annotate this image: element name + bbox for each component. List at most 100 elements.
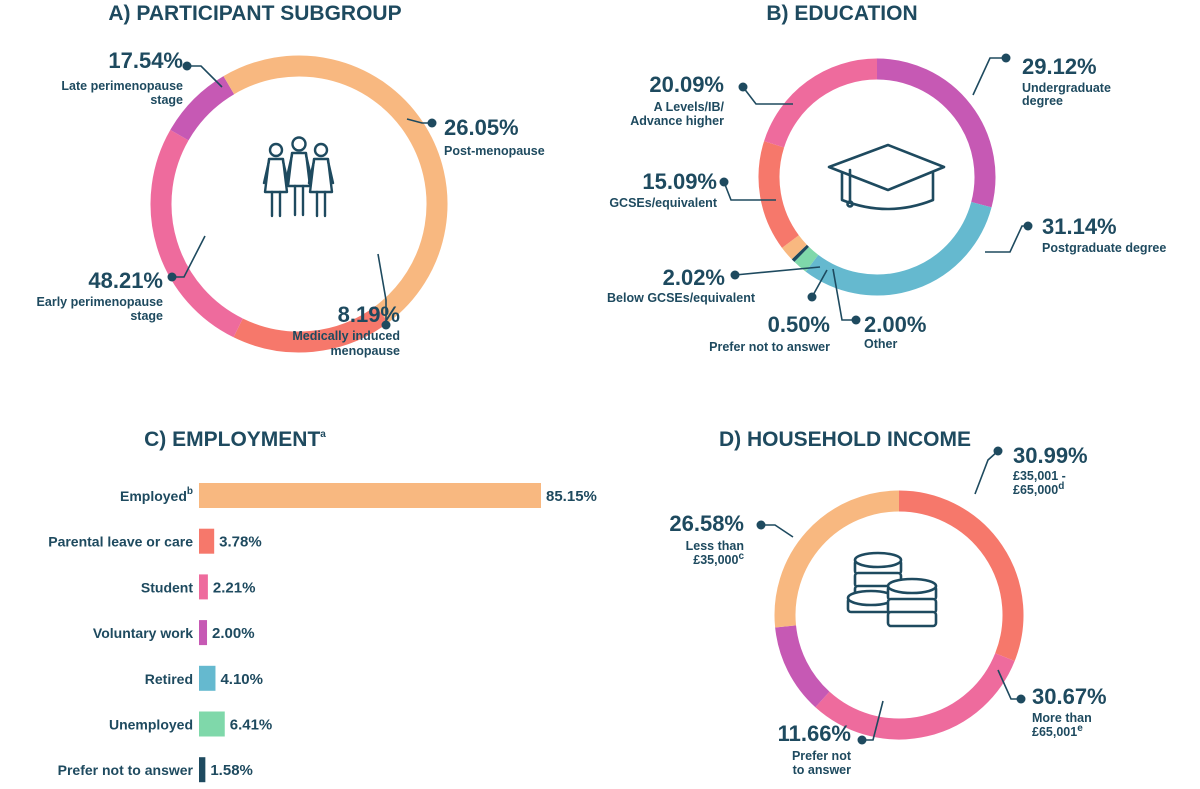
employment-label-parental: Parental leave or care — [48, 534, 193, 550]
education-leader-other — [832, 268, 856, 321]
participant-leader-medical — [377, 253, 387, 325]
education-label-postgrad: Postgraduate degree — [1042, 241, 1166, 255]
income-labels: 30.99%£35,001 -£65,000d 30.67% More than£6… — [669, 443, 1106, 777]
panel-participant-subgroup: A) PARTICIPANT SUBGROUP 17.54%L — [37, 2, 545, 358]
participant-label-medical: menopause — [331, 344, 401, 358]
participant-value-late: 17.54% — [108, 48, 183, 73]
income-value-prefer: 11.66% — [778, 721, 851, 746]
participant-slice-late — [233, 305, 389, 353]
education-label-alevels: Advance higher — [630, 114, 724, 128]
panel-employment: C) EMPLOYMENTa Employedb 85.15% Parental l… — [48, 428, 597, 783]
income-label-low: £35,000c — [693, 551, 744, 567]
income-slice-low — [774, 490, 900, 628]
education-label-other: Other — [864, 337, 897, 351]
education-leader-dot-alevels — [738, 82, 748, 92]
participant-leader-dot-post — [427, 118, 437, 128]
participant-value-post: 26.05% — [444, 115, 519, 140]
participant-ring — [150, 55, 448, 353]
income-leader-dot-prefer — [857, 735, 867, 745]
education-leader-dot-undergrad — [1001, 53, 1011, 63]
participant-slice-post — [150, 129, 243, 338]
education-slice-prefer — [791, 244, 810, 262]
education-value-undergrad: 29.12% — [1022, 54, 1097, 79]
education-leader-dot-gcse — [719, 177, 729, 187]
income-label-high: £65,001e — [1032, 723, 1083, 739]
employment-value-prefer: 1.58% — [210, 762, 253, 779]
income-label-mid: £35,001 - — [1013, 469, 1066, 483]
education-leader-undergrad — [972, 57, 1006, 96]
employment-bar-retired — [199, 665, 216, 691]
participant-label-early: stage — [130, 309, 163, 323]
employment-bar-unemployed — [199, 711, 225, 737]
employment-value-student: 2.21% — [213, 579, 256, 596]
employment-label-prefer: Prefer not to answer — [58, 762, 194, 778]
education-label-gcse: GCSEs/equivalent — [609, 196, 718, 210]
education-slice-below — [781, 235, 807, 260]
income-ring — [774, 490, 1024, 740]
education-leader-postgrad — [985, 225, 1028, 253]
employment-bars: Employedb 85.15% Parental leave or care 3.7… — [48, 483, 597, 783]
participant-slice-early — [223, 55, 448, 323]
education-value-prefer: 0.50% — [768, 312, 830, 337]
income-value-mid: 30.99% — [1013, 443, 1088, 468]
participant-title: A) PARTICIPANT SUBGROUP — [108, 2, 401, 25]
participant-label-late: stage — [150, 93, 183, 107]
education-value-gcse: 15.09% — [642, 169, 717, 194]
education-value-below: 2.02% — [663, 265, 725, 290]
education-label-prefer: Prefer not to answer — [709, 340, 830, 354]
education-leader-dot-postgrad — [1023, 221, 1033, 231]
education-leader-alevels — [742, 86, 793, 105]
education-label-alevels: A Levels/IB/ — [654, 100, 725, 114]
participant-leader-late — [187, 65, 223, 88]
employment-label-employed: Employedb — [120, 486, 193, 504]
employment-value-employed: 85.15% — [546, 488, 597, 505]
participant-slice-medical — [170, 76, 235, 141]
income-label-prefer: Prefer not — [792, 749, 852, 763]
coins-icon — [846, 551, 938, 628]
employment-value-parental: 3.78% — [219, 534, 262, 551]
education-title: B) EDUCATION — [766, 2, 917, 25]
income-label-high: More than — [1032, 711, 1092, 725]
income-leader-dot-mid — [993, 446, 1003, 456]
education-slice-other — [794, 246, 819, 272]
education-label-undergrad: degree — [1022, 94, 1063, 108]
income-value-low: 26.58% — [669, 511, 744, 536]
employment-title: C) EMPLOYMENTa — [144, 428, 326, 451]
income-value-high: 30.67% — [1032, 684, 1107, 709]
income-slice-prefer — [775, 625, 830, 708]
income-leader-dot-low — [756, 520, 766, 530]
education-slice-postgrad — [805, 201, 992, 296]
education-value-postgrad: 31.14% — [1042, 214, 1117, 239]
women-group-icon — [262, 136, 335, 218]
education-label-below: Below GCSEs/equivalent — [607, 291, 756, 305]
income-slice-high — [815, 653, 1015, 740]
income-leader-dot-high — [1016, 694, 1026, 704]
education-slice-undergrad — [876, 58, 996, 208]
graduation-cap-icon — [827, 143, 946, 211]
income-label-mid: £65,000d — [1013, 481, 1064, 497]
employment-label-student: Student — [141, 579, 193, 595]
participant-label-early: Early perimenopause — [37, 295, 163, 309]
participant-labels: 17.54%Late perimenopausestage26.05%Post-… — [37, 48, 545, 358]
income-leader-mid — [974, 450, 999, 495]
participant-value-early: 48.21% — [88, 268, 163, 293]
income-title: D) HOUSEHOLD INCOME — [719, 428, 971, 451]
education-slice-gcse — [758, 141, 800, 248]
participant-value-medical: 8.19% — [338, 302, 400, 327]
education-leader-prefer — [811, 269, 828, 298]
education-leader-gcse — [723, 181, 776, 201]
education-leader-dot-other — [851, 315, 861, 325]
employment-value-retired: 4.10% — [220, 671, 263, 688]
employment-bar-parental — [199, 528, 215, 554]
education-value-alevels: 20.09% — [649, 72, 724, 97]
employment-value-unemployed: 6.41% — [230, 717, 273, 734]
participant-leader-dot-medical — [381, 320, 391, 330]
income-label-low: Less than — [686, 539, 744, 553]
education-leader-dot-prefer — [807, 292, 817, 302]
income-slice-mid — [898, 490, 1024, 661]
employment-bar-employed — [199, 483, 541, 508]
participant-label-medical: Medically induced — [292, 329, 400, 343]
